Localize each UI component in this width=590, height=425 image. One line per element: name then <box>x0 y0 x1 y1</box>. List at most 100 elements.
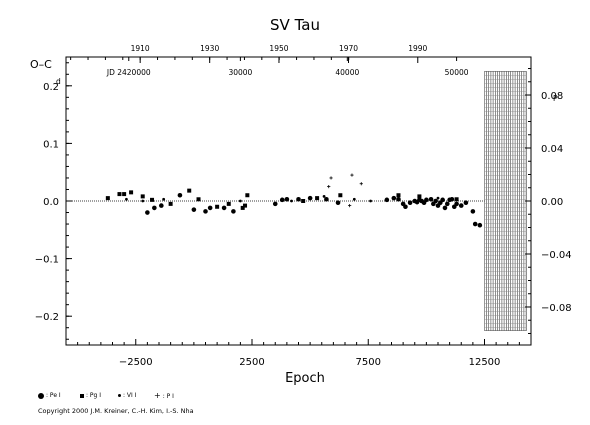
x-tick-label: 7500 <box>356 357 381 368</box>
point-vi <box>322 194 326 198</box>
point-pe <box>391 195 397 201</box>
y-tick-label: −0.2 <box>35 312 59 323</box>
point-pg <box>226 201 231 206</box>
point-pe <box>272 201 278 207</box>
legend-label: : Pg I <box>86 392 102 399</box>
year-tick-label: 1970 <box>339 44 358 53</box>
y-unit-left: d <box>56 77 61 86</box>
jd-label: JD 2420000 <box>106 68 151 77</box>
x-tick-label: 2500 <box>239 357 264 368</box>
hatched-region <box>484 71 527 331</box>
point-pe <box>463 200 469 206</box>
legend-plus-icon: + <box>154 391 161 400</box>
point-vi <box>436 196 440 200</box>
year-tick-label: 1910 <box>131 44 150 53</box>
data-points <box>105 173 483 228</box>
point-pe <box>440 197 445 203</box>
point-pg <box>243 203 248 208</box>
point-pe <box>445 201 450 207</box>
legend-square-icon <box>80 393 84 398</box>
point-pe <box>145 210 150 215</box>
legend-item-circle: : Pe I <box>38 392 61 399</box>
legend-label: : VI I <box>123 392 137 399</box>
point-vi <box>141 199 145 203</box>
point-pg <box>196 197 201 202</box>
y-axis-label: O–C <box>30 58 52 71</box>
point-pe <box>307 195 313 201</box>
point-pe <box>477 222 483 228</box>
y2-tick-label: 0.04 <box>541 144 563 155</box>
point-pg <box>454 197 459 202</box>
x-tick-label: −2500 <box>119 357 153 368</box>
point-pe <box>221 205 227 211</box>
point-pg <box>150 197 155 202</box>
point-pg <box>122 192 127 197</box>
jd-label: 40000 <box>335 68 359 77</box>
y-tick-label: −0.1 <box>35 255 59 266</box>
point-pe <box>384 197 390 203</box>
y-tick-label: 0.2 <box>43 82 59 93</box>
year-tick-label: 1950 <box>269 44 288 53</box>
year-tick-label: 1990 <box>408 44 427 53</box>
point-pe <box>449 196 455 202</box>
point-pg <box>396 193 401 198</box>
point-pl <box>348 204 352 208</box>
point-vi <box>238 199 242 203</box>
point-pg <box>129 190 134 195</box>
point-pe <box>472 221 478 227</box>
legend-circle-icon <box>38 392 44 399</box>
point-vi <box>369 199 372 203</box>
jd-label: 30000 <box>228 68 252 77</box>
point-pg <box>215 204 220 209</box>
point-pg <box>105 196 110 201</box>
year-tick-label: 1930 <box>200 44 219 53</box>
point-pg <box>240 205 245 210</box>
point-vi <box>290 199 293 203</box>
y-unit-right: P <box>553 94 558 103</box>
point-pe <box>424 197 429 203</box>
point-pe <box>470 209 476 214</box>
y-tick-label: 0.0 <box>43 197 59 208</box>
tick-labels: −2500 2500 7500 12500 0.2 0.1 0.0 −0.1 −0.2 0.08 0… <box>35 44 572 368</box>
x-axis-label: Epoch <box>285 371 325 386</box>
point-pe <box>396 196 401 202</box>
point-pe <box>152 205 157 211</box>
chart-title: SV Tau <box>270 16 320 34</box>
point-vi <box>125 197 128 201</box>
point-vi <box>162 197 166 201</box>
point-pe <box>458 203 464 208</box>
point-pe <box>284 196 290 202</box>
point-pe <box>203 209 208 214</box>
point-pe <box>335 200 341 206</box>
y2-tick-label: −0.08 <box>541 303 572 314</box>
point-pg <box>117 192 122 197</box>
point-pg <box>315 196 320 201</box>
point-pe <box>454 201 459 207</box>
point-pe <box>191 207 197 212</box>
point-pe <box>403 204 408 210</box>
point-pg <box>140 194 145 199</box>
point-pg <box>187 188 192 193</box>
point-pg <box>245 193 250 198</box>
point-vi <box>352 197 356 201</box>
point-pe <box>407 200 413 206</box>
point-pe <box>231 209 236 214</box>
jd-label: 50000 <box>445 68 469 77</box>
point-pl <box>359 182 363 186</box>
point-pg <box>301 199 306 203</box>
y-tick-label: 0.1 <box>43 139 59 150</box>
point-pl <box>327 185 331 189</box>
point-pe <box>279 197 285 203</box>
y2-tick-label: 0.08 <box>541 91 563 102</box>
point-pe <box>296 196 301 202</box>
copyright-text: Copyright 2000 J.M. Kreiner, C.-H. Kim, … <box>38 407 194 415</box>
point-pe <box>207 205 213 211</box>
point-pe <box>442 205 448 211</box>
legend-label: : Pe I <box>46 392 61 399</box>
y2-tick-label: −0.04 <box>541 250 572 261</box>
point-pg <box>417 194 422 199</box>
legend-item-smallcircle: : VI I <box>118 392 136 399</box>
x-tick-label: 12500 <box>469 357 501 368</box>
point-pl <box>329 176 333 180</box>
